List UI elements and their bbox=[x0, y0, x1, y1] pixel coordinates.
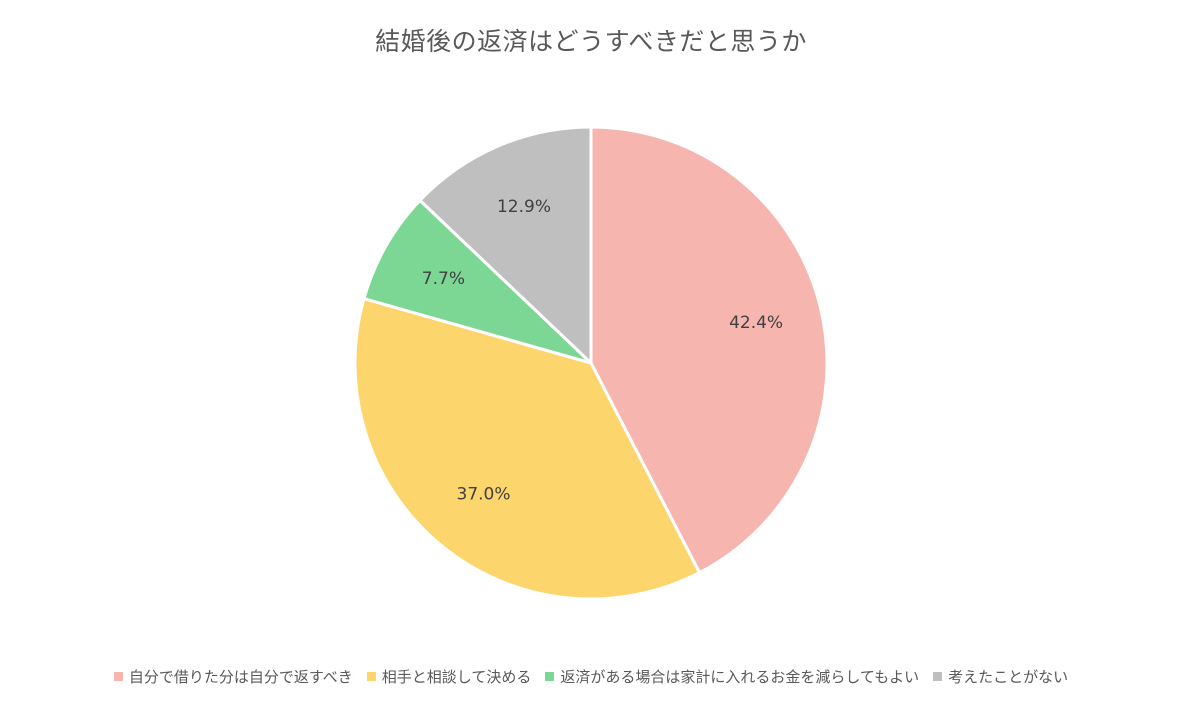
legend: 自分で借りた分は自分で返すべき 相手と相談して決める 返済がある場合は家計に入れ… bbox=[0, 666, 1182, 687]
pie-slice-self-repay bbox=[589, 125, 829, 575]
legend-swatch bbox=[545, 672, 555, 681]
legend-item-self-repay: 自分で借りた分は自分で返すべき bbox=[113, 666, 353, 687]
pie-data-label: 42.4% bbox=[729, 313, 783, 333]
legend-swatch bbox=[113, 672, 123, 681]
legend-label: 相手と相談して決める bbox=[381, 668, 532, 686]
pie-data-labels: 42.4% 37.0% 7.7% 12.9% bbox=[422, 197, 783, 505]
legend-swatch bbox=[366, 672, 376, 681]
pie-data-label: 7.7% bbox=[422, 269, 465, 289]
chart-title: 結婚後の返済はどうすべきだと思うか bbox=[375, 27, 807, 56]
pie-slice-consult-partner bbox=[353, 297, 701, 601]
pie-slice-reduce-household bbox=[362, 198, 593, 365]
pie-slices bbox=[353, 125, 829, 601]
legend-item-reduce-household: 返済がある場合は家計に入れるお金を減らしてもよい bbox=[545, 666, 919, 687]
legend-swatch bbox=[933, 672, 943, 681]
pie-slice-never-considered bbox=[418, 125, 593, 365]
legend-label: 考えたことがない bbox=[948, 668, 1069, 686]
legend-label: 返済がある場合は家計に入れるお金を減らしてもよい bbox=[560, 668, 920, 686]
pie-data-label: 12.9% bbox=[497, 197, 551, 217]
pie-data-label: 37.0% bbox=[457, 485, 511, 505]
legend-label: 自分で借りた分は自分で返すべき bbox=[128, 668, 353, 686]
legend-item-never-considered: 考えたことがない bbox=[933, 666, 1068, 687]
legend-item-consult-partner: 相手と相談して決める bbox=[366, 666, 532, 687]
